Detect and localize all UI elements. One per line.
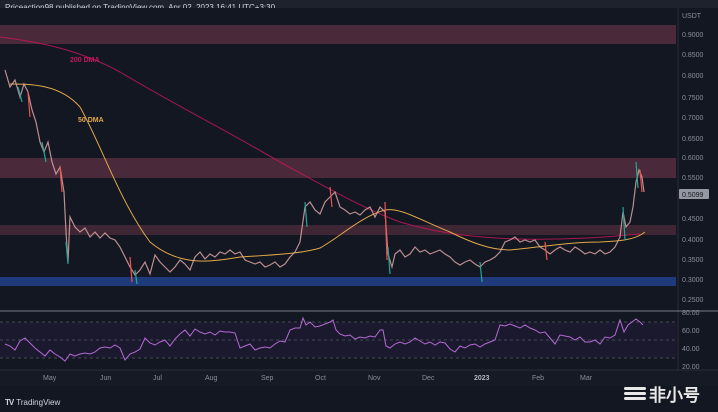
rsi-tick: 20.00: [682, 364, 700, 371]
time-tick: Nov: [368, 375, 381, 382]
time-tick: Feb: [532, 375, 544, 382]
support-zone: [0, 277, 676, 286]
time-tick: Aug: [205, 375, 218, 382]
rsi-tick: 60.00: [682, 328, 700, 335]
tradingview-mark-icon: TV: [5, 398, 14, 407]
time-axis[interactable]: [0, 370, 718, 386]
rsi-tick: 40.00: [682, 346, 700, 353]
price-tick: 0.6000: [682, 155, 704, 162]
rsi-tick: 80.00: [682, 310, 700, 317]
ma200-annotation: 200 DMA: [70, 57, 100, 64]
price-tick: 0.5500: [682, 175, 704, 182]
price-tick: 0.6500: [682, 136, 704, 143]
time-tick: Mar: [580, 375, 593, 382]
ma200-line: [0, 36, 641, 240]
price-tick: 0.3000: [682, 277, 704, 284]
candlesticks: [4, 69, 645, 285]
price-tick: 0.4500: [682, 216, 704, 223]
footer: [0, 394, 718, 412]
tradingview-logo[interactable]: TV TradingView: [5, 398, 60, 407]
time-tick: 2023: [474, 375, 490, 382]
price-tick: 0.3500: [682, 257, 704, 264]
watermark-logo-icon: [624, 387, 646, 400]
price-tick: 0.4000: [682, 237, 704, 244]
price-tick: 0.9000: [682, 32, 704, 39]
time-tick: Dec: [422, 375, 435, 382]
ma50-line: [9, 83, 646, 262]
watermark-text: 非小号: [649, 386, 700, 405]
price-tick: 0.8000: [682, 73, 704, 80]
price-tick: 0.7000: [682, 115, 704, 122]
price-tick: 0.7500: [682, 95, 704, 102]
resistance-zone-top: [0, 25, 676, 44]
price-tick: 0.2500: [682, 297, 704, 304]
rsi-line: [4, 316, 644, 362]
time-tick: Jul: [153, 375, 162, 382]
price-tick: 0.8500: [682, 52, 704, 59]
tradingview-brand: TradingView: [16, 398, 61, 407]
current-price-tag: [679, 189, 709, 199]
publisher-line: Priceaction98 published on TradingView.c…: [5, 3, 276, 12]
time-tick: Sep: [261, 375, 274, 382]
resistance-zone-low: [0, 225, 676, 235]
ma50-annotation: 50 DMA: [78, 117, 104, 124]
resistance-zone-mid: [0, 158, 676, 178]
price-axis-currency: USDT: [682, 13, 702, 20]
current-price-label: 0.5099: [682, 192, 704, 199]
time-tick: May: [43, 375, 57, 382]
time-tick: Oct: [315, 375, 326, 382]
watermark: 非小号: [624, 381, 700, 406]
time-tick: Jun: [100, 375, 111, 382]
